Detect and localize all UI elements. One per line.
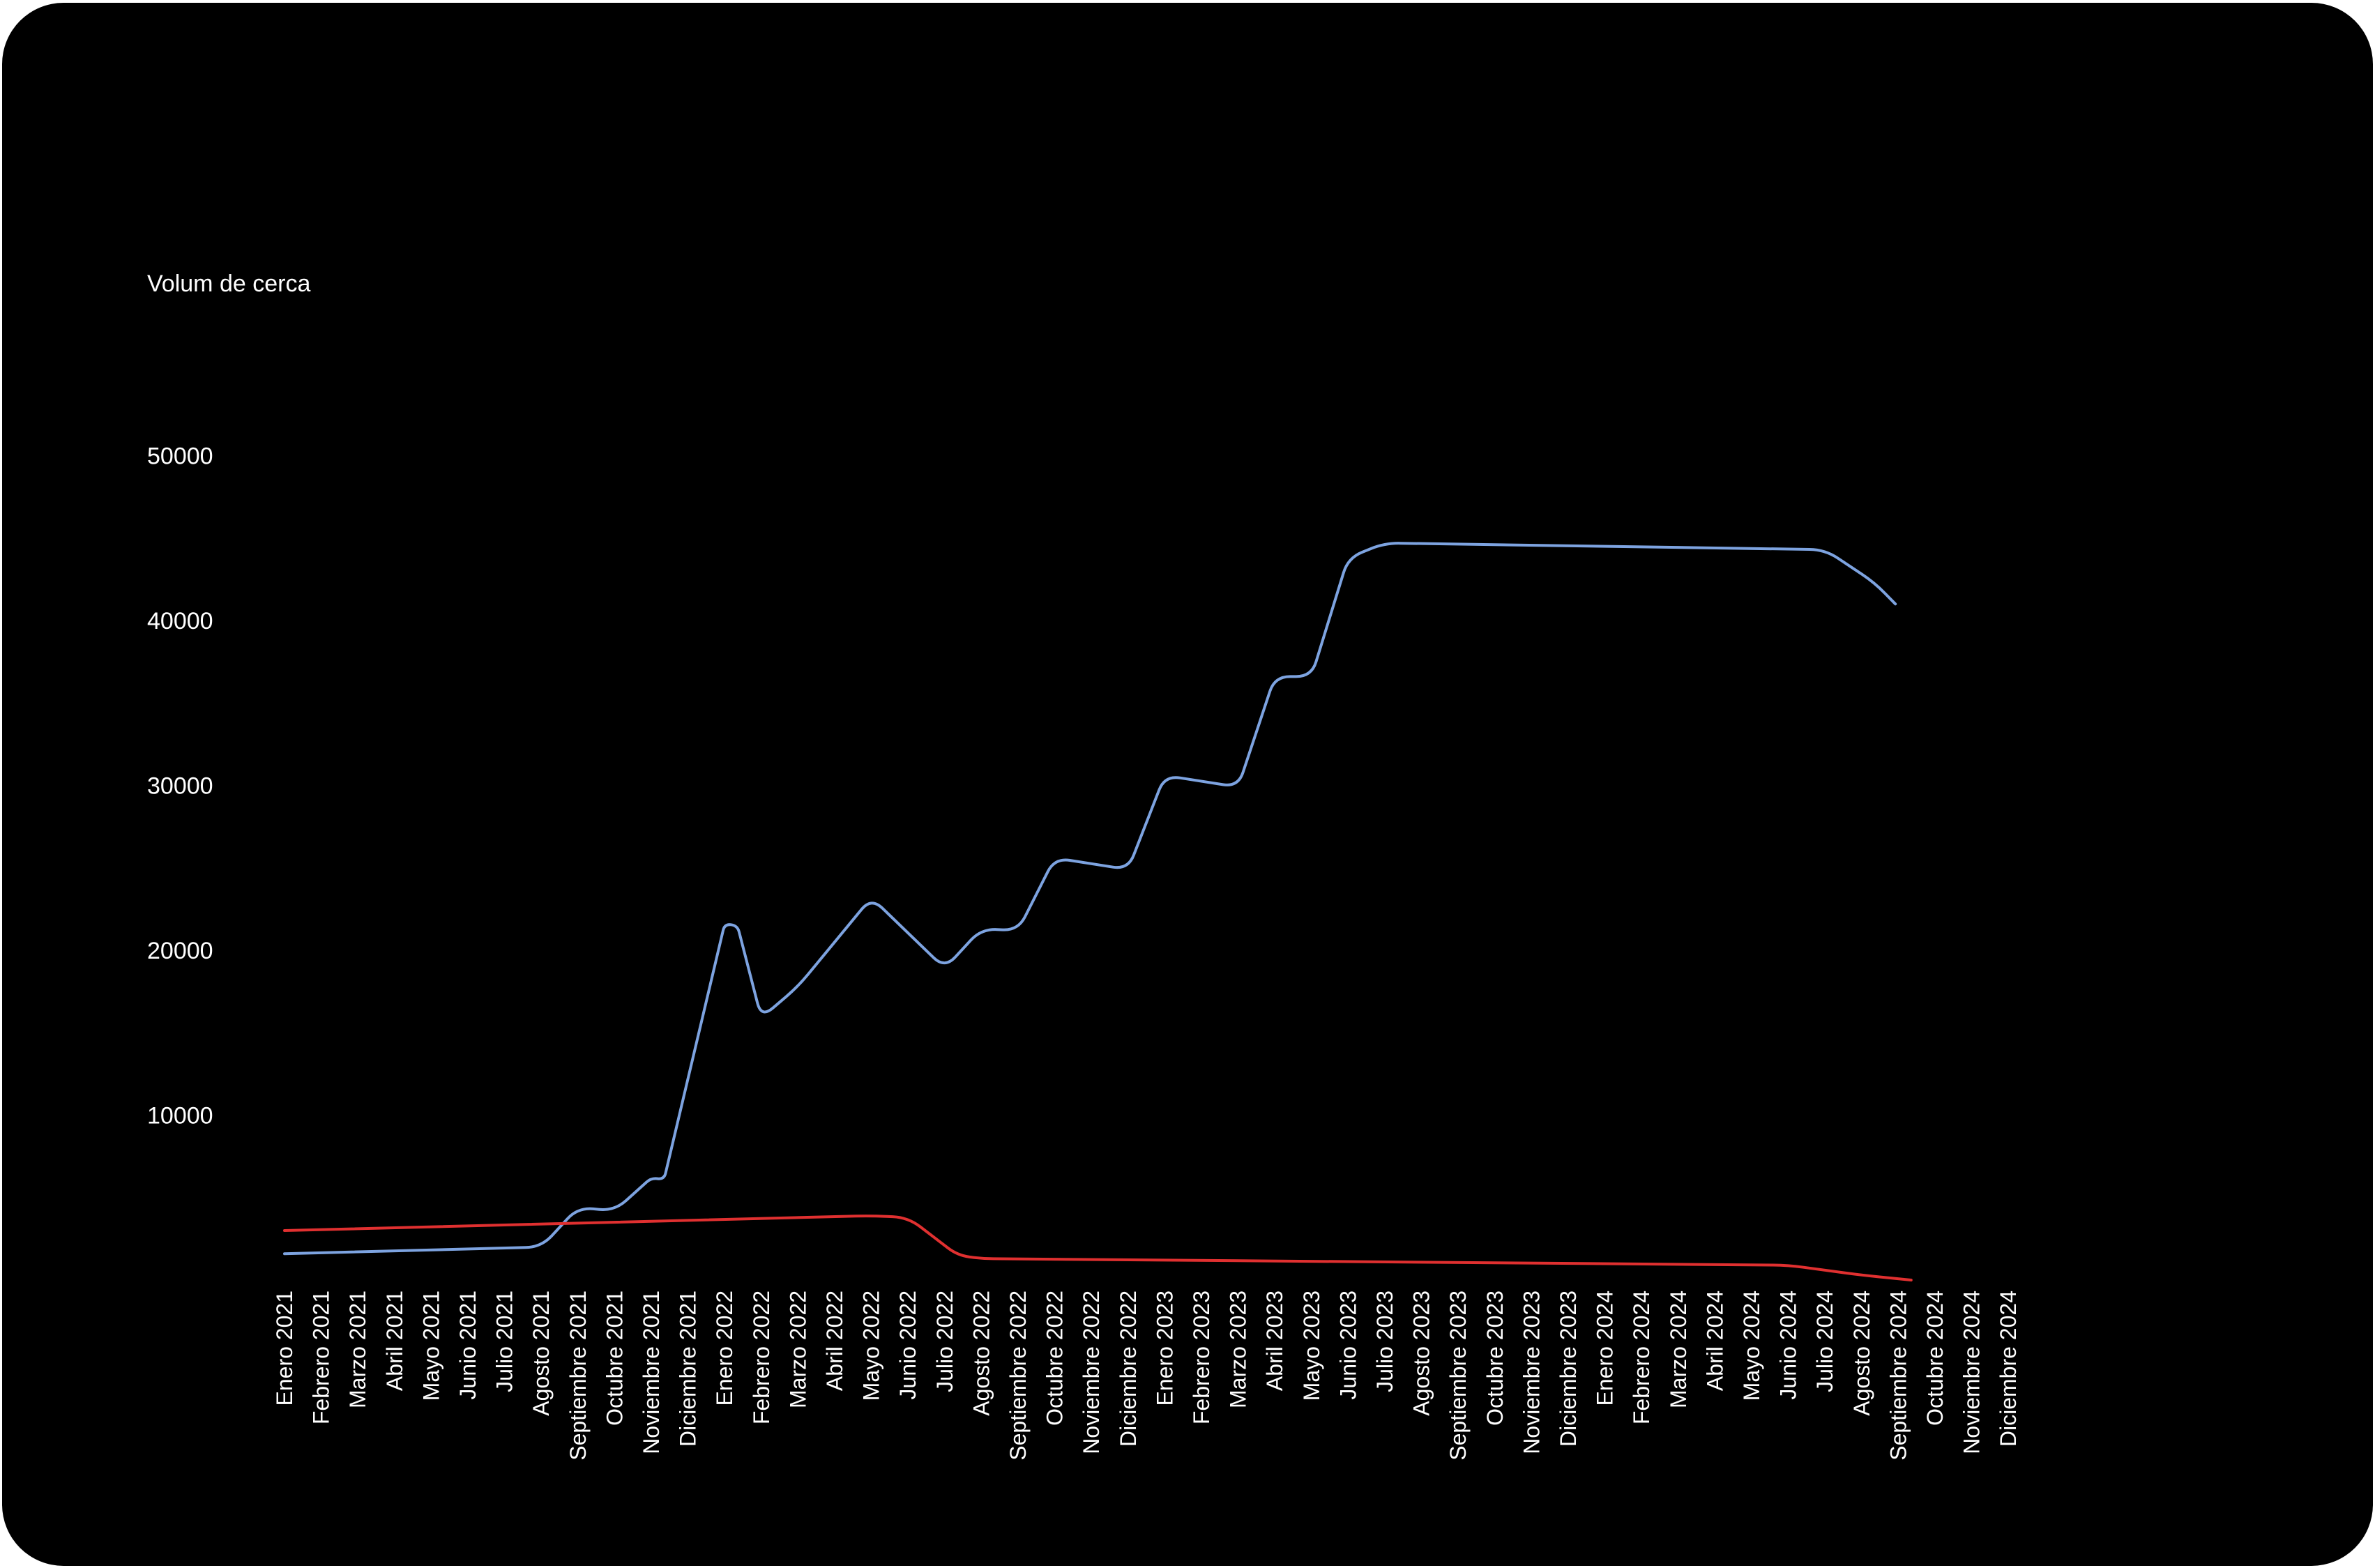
chart-card: Volum de cerca 10000 20000 30000 40000 50000… — [2, 3, 2373, 1566]
y-tick-label: 20000 — [147, 938, 213, 964]
x-tick-label: Noviembre 2023 — [1519, 1291, 1544, 1454]
x-tick-label: Julio 2023 — [1372, 1291, 1397, 1392]
x-tick-label: Octubre 2022 — [1042, 1291, 1068, 1426]
x-tick-label: Noviembre 2022 — [1079, 1291, 1104, 1454]
x-tick-label: Agosto 2023 — [1409, 1291, 1434, 1416]
x-tick-label: Diciembre 2022 — [1116, 1291, 1141, 1447]
y-tick-label: 50000 — [147, 443, 213, 470]
x-tick-label: Diciembre 2024 — [1996, 1291, 2021, 1447]
x-tick-label: Junio 2024 — [1776, 1291, 1801, 1400]
x-tick-label: Abril 2021 — [382, 1291, 407, 1391]
series-line-2 — [283, 1215, 1913, 1281]
x-tick-label: Junio 2022 — [895, 1291, 920, 1400]
x-tick-label: Enero 2024 — [1593, 1291, 1618, 1406]
x-tick-label: Agosto 2021 — [529, 1291, 554, 1416]
x-tick-label: Septiembre 2024 — [1885, 1291, 1911, 1461]
x-tick-label: Febrero 2023 — [1189, 1291, 1214, 1424]
x-tick-label: Junio 2023 — [1335, 1291, 1360, 1400]
x-tick-label: Julio 2024 — [1812, 1291, 1837, 1392]
y-axis-title: Volum de cerca — [147, 271, 310, 297]
x-tick-label: Marzo 2024 — [1666, 1291, 1691, 1408]
x-tick-label: Diciembre 2021 — [676, 1291, 701, 1447]
x-tick-label: Febrero 2022 — [749, 1291, 774, 1424]
x-tick-label: Agosto 2022 — [969, 1291, 994, 1416]
x-tick-label: Abril 2023 — [1262, 1291, 1287, 1391]
y-tick-label: 10000 — [147, 1103, 213, 1129]
x-tick-label: Marzo 2022 — [785, 1291, 810, 1408]
x-tick-label: Octubre 2024 — [1922, 1291, 1948, 1426]
x-tick-label: Junio 2021 — [455, 1291, 480, 1400]
x-tick-label: Abril 2024 — [1702, 1291, 1727, 1391]
series-line-1 — [283, 542, 1897, 1256]
x-tick-label: Mayo 2024 — [1739, 1291, 1764, 1401]
y-tick-label: 30000 — [147, 773, 213, 800]
x-tick-label: Mayo 2021 — [418, 1291, 443, 1401]
x-tick-label: Enero 2022 — [712, 1291, 737, 1406]
x-tick-label: Octubre 2021 — [602, 1291, 627, 1426]
x-tick-label: Marzo 2021 — [345, 1291, 370, 1408]
x-tick-label: Noviembre 2024 — [1959, 1291, 1985, 1454]
x-tick-label: Agosto 2024 — [1849, 1291, 1874, 1416]
y-tick-label: 40000 — [147, 608, 213, 634]
x-tick-label: Septiembre 2023 — [1446, 1291, 1471, 1461]
x-tick-label: Enero 2023 — [1152, 1291, 1177, 1406]
x-tick-label: Diciembre 2023 — [1556, 1291, 1581, 1447]
x-tick-label: Febrero 2024 — [1629, 1291, 1654, 1424]
x-tick-label: Mayo 2022 — [859, 1291, 884, 1401]
line-chart: Volum de cerca 10000 20000 30000 40000 50000… — [147, 271, 2021, 1461]
x-tick-label: Noviembre 2021 — [639, 1291, 664, 1454]
x-tick-label: Marzo 2023 — [1226, 1291, 1251, 1408]
x-axis-ticks: Enero 2021 Febrero 2021 Marzo 2021 Abril 20… — [272, 1291, 2021, 1461]
y-axis-ticks: 10000 20000 30000 40000 50000 — [147, 443, 213, 1129]
x-tick-label: Mayo 2023 — [1299, 1291, 1324, 1401]
x-tick-label: Septiembre 2022 — [1006, 1291, 1031, 1461]
x-tick-label: Abril 2022 — [822, 1291, 847, 1391]
series-lines — [283, 542, 1913, 1281]
x-tick-label: Octubre 2023 — [1482, 1291, 1508, 1426]
x-tick-label: Febrero 2021 — [309, 1291, 334, 1424]
x-tick-label: Septiembre 2021 — [566, 1291, 591, 1461]
x-tick-label: Julio 2021 — [492, 1291, 517, 1392]
x-tick-label: Julio 2022 — [932, 1291, 957, 1392]
x-tick-label: Enero 2021 — [272, 1291, 297, 1406]
